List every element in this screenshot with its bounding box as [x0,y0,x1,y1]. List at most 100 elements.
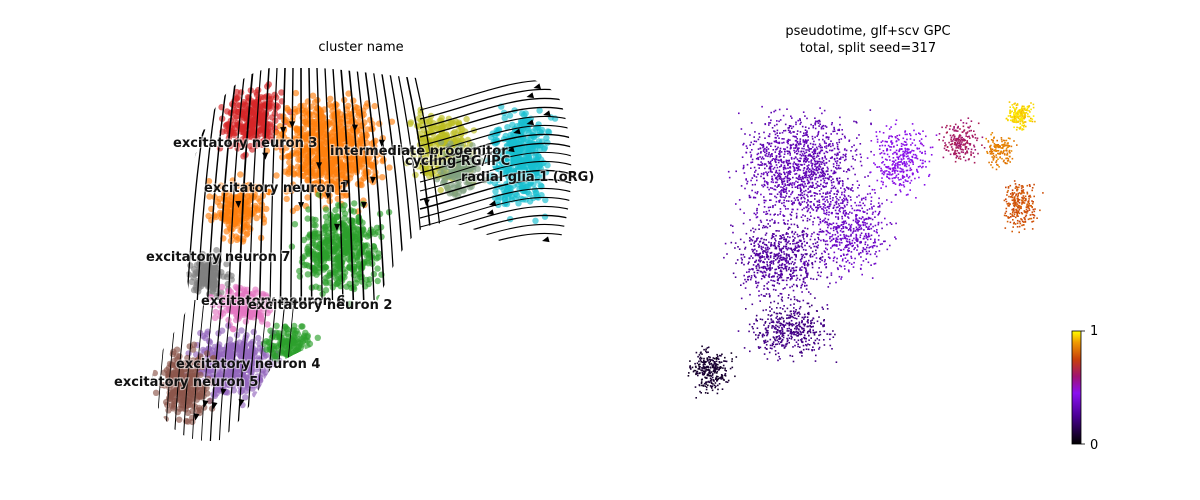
cell-point [774,171,777,174]
cell-point [218,283,226,291]
cell-point [743,212,745,214]
cell-point [769,170,772,173]
cell-point [227,226,235,233]
cell-point [825,158,828,160]
cell-point [780,158,782,161]
cell-point [790,147,792,149]
cell-point [778,120,780,123]
cell-point [773,188,775,191]
cell-point [322,287,330,294]
cell-point [762,158,765,160]
cell-point [767,182,769,184]
cell-point [763,177,765,180]
cell-point [803,240,806,243]
cell-point [788,190,790,192]
cell-point [814,143,817,146]
cell-point [758,136,761,138]
cell-point [809,154,812,157]
cell-point [813,150,815,152]
left-panel-title: cluster name [318,40,403,55]
cell-point [311,186,319,193]
cell-point [750,161,752,164]
cell-point [822,138,824,141]
cell-point [855,154,858,156]
cell-point [760,158,763,160]
cell-point [365,260,372,267]
cell-point [806,134,809,136]
cell-point [825,147,828,149]
cell-point [836,177,838,180]
cell-point [784,196,786,199]
cell-point [744,246,747,249]
cell-point [760,193,762,196]
cell-point [814,122,817,124]
cell-point [839,116,841,119]
cell-point [803,132,805,134]
cell-point [787,173,789,175]
cell-point [786,176,788,178]
cell-point [766,146,768,149]
cell-point [271,91,278,99]
cell-point [176,416,183,423]
cell-point [272,144,280,151]
cell-point [752,196,755,199]
cell-point [196,270,204,277]
cell-point [283,104,291,112]
cell-point [839,123,841,126]
cell-point [769,122,772,124]
cell-point [239,125,247,132]
cell-point [791,261,794,263]
cell-point [803,176,806,179]
cell-point [304,194,311,201]
cell-point [829,195,831,197]
cell-point [273,322,280,329]
cell-point [816,186,818,189]
cell-point [770,181,773,183]
cell-point [766,142,769,144]
cell-point [792,131,794,133]
cell-point [292,89,300,97]
cell-point [342,227,350,234]
cell-point [791,192,793,194]
cell-point [751,177,754,179]
cell-point [786,180,789,182]
cell-point [860,164,863,167]
cell-point [870,122,872,125]
cell-point [800,178,803,181]
cell-point [820,183,822,186]
cell-point [779,210,782,213]
cell-point [216,195,223,202]
cell-point [322,206,330,213]
cell-point [763,211,765,213]
cell-point [810,172,813,174]
cell-point [740,128,743,130]
cell-point [304,332,311,339]
cell-point [791,203,793,205]
cell-point [247,142,254,150]
cell-point [765,199,767,202]
cell-point [773,280,776,282]
cell-point [337,265,344,272]
cell-point [834,187,837,190]
cell-point [745,145,748,147]
cell-point [233,88,240,96]
pseudotime-points-layer [687,101,1044,399]
cell-point [772,205,774,207]
cell-point [808,161,810,163]
cell-point [796,130,799,132]
cell-point [771,127,774,129]
cell-point [827,138,830,140]
cell-point [751,189,753,192]
cell-point [437,186,444,194]
cell-point [811,178,813,180]
cell-point [781,178,783,180]
cell-point [804,139,807,141]
cell-point [822,185,824,187]
cell-point [742,167,745,170]
cell-point [785,200,788,202]
cell-point [829,149,831,152]
cell-point [806,159,808,162]
cell-point [775,158,778,161]
cell-point [803,143,806,146]
cell-point [769,187,772,189]
